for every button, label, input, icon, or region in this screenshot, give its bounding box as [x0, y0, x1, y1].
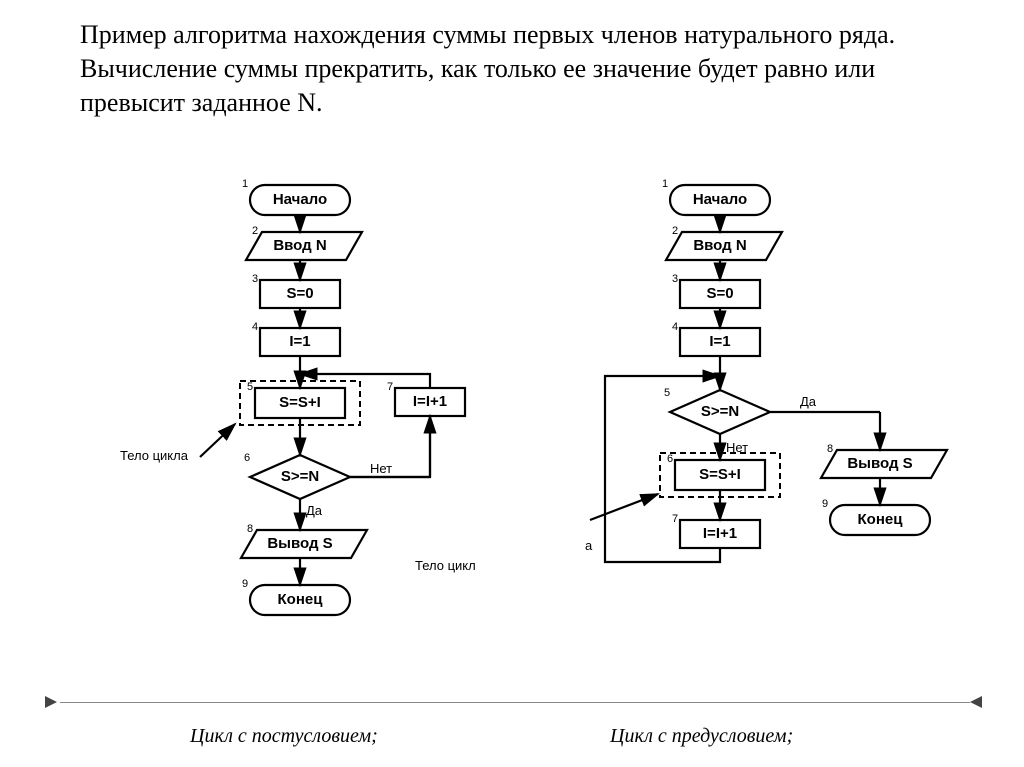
- page-title: Пример алгоритма нахождения суммы первых…: [80, 18, 940, 119]
- svg-text:S=S+I: S=S+I: [699, 466, 741, 483]
- svg-text:5: 5: [247, 381, 253, 393]
- svg-text:Да: Да: [306, 503, 323, 518]
- svg-text:4: 4: [252, 321, 258, 333]
- svg-text:6: 6: [667, 453, 673, 465]
- svg-text:Тело цикла: Тело цикла: [120, 448, 189, 463]
- svg-text:2: 2: [252, 225, 258, 237]
- svg-text:7: 7: [672, 513, 678, 525]
- svg-text:а: а: [585, 538, 593, 553]
- svg-text:8: 8: [247, 523, 253, 535]
- svg-text:Вывод S: Вывод S: [267, 535, 332, 552]
- svg-text:Нет: Нет: [370, 461, 392, 476]
- svg-text:S=S+I: S=S+I: [279, 394, 321, 411]
- svg-text:Тело цикл: Тело цикл: [415, 558, 476, 573]
- svg-text:S>=N: S>=N: [281, 468, 319, 485]
- svg-text:Конец: Конец: [278, 591, 324, 608]
- svg-text:2: 2: [672, 225, 678, 237]
- svg-text:4: 4: [672, 321, 678, 333]
- caption-postcondition: Цикл с постусловием;: [190, 725, 378, 748]
- svg-text:I=I+1: I=I+1: [703, 525, 737, 542]
- svg-text:I=1: I=1: [709, 333, 730, 350]
- caption-precondition: Цикл с предусловием;: [610, 725, 793, 748]
- svg-text:I=1: I=1: [289, 333, 310, 350]
- svg-text:Начало: Начало: [693, 191, 747, 208]
- svg-text:8: 8: [827, 443, 833, 455]
- flowchart-canvas: Начало 1 Ввод N 2 S=0 3 I=1 4 S=S+I 5 S>=N 6 I=I+1 7 В…: [0, 160, 1024, 680]
- svg-text:S=0: S=0: [286, 285, 313, 302]
- svg-text:I=I+1: I=I+1: [413, 393, 447, 410]
- svg-text:Конец: Конец: [858, 511, 904, 528]
- svg-text:3: 3: [252, 273, 258, 285]
- svg-text:Вывод S: Вывод S: [847, 455, 912, 472]
- svg-text:5: 5: [664, 387, 670, 399]
- svg-text:S=0: S=0: [706, 285, 733, 302]
- svg-text:1: 1: [242, 178, 248, 190]
- svg-text:3: 3: [672, 273, 678, 285]
- svg-text:9: 9: [822, 498, 828, 510]
- svg-text:1: 1: [662, 178, 668, 190]
- svg-text:Нет: Нет: [726, 440, 748, 455]
- svg-text:S>=N: S>=N: [701, 403, 739, 420]
- svg-text:Да: Да: [800, 394, 817, 409]
- svg-text:Ввод N: Ввод N: [693, 237, 746, 254]
- svg-text:Начало: Начало: [273, 191, 327, 208]
- svg-text:9: 9: [242, 578, 248, 590]
- svg-text:6: 6: [244, 452, 250, 464]
- svg-text:7: 7: [387, 381, 393, 393]
- svg-text:Ввод N: Ввод N: [273, 237, 326, 254]
